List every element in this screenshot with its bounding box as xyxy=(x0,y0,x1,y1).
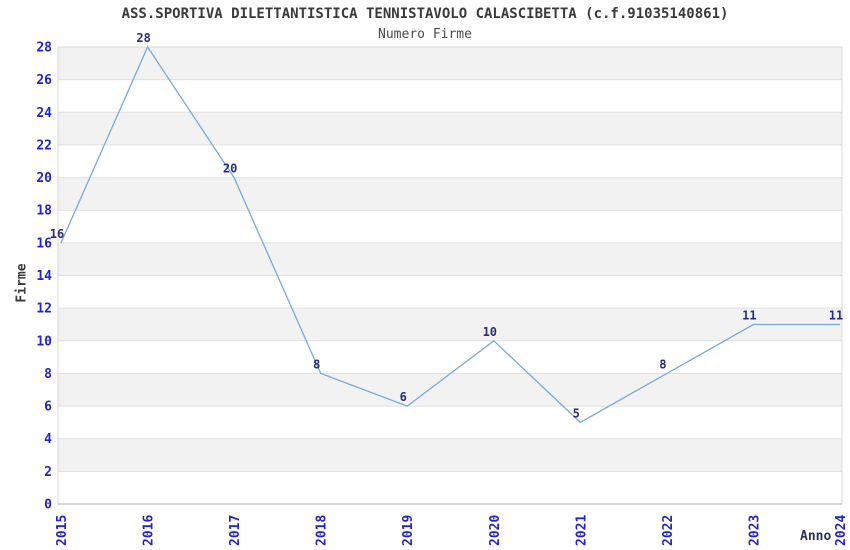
y-tick-label: 16 xyxy=(36,236,52,251)
data-point-label: 16 xyxy=(50,227,64,241)
plot-band xyxy=(58,438,842,472)
y-tick-label: 10 xyxy=(36,334,52,349)
data-point-label: 6 xyxy=(400,390,407,404)
data-point-label: 10 xyxy=(483,325,497,339)
x-tick-label: 2020 xyxy=(488,515,503,546)
plot-band xyxy=(58,112,842,145)
y-tick-label: 4 xyxy=(44,432,52,447)
data-point-label: 11 xyxy=(742,309,756,323)
x-tick-label: 2016 xyxy=(142,515,157,546)
data-point-label: 5 xyxy=(573,406,580,420)
y-tick-label: 0 xyxy=(44,498,52,513)
x-tick-label: 2024 xyxy=(834,515,849,546)
x-tick-label: 2022 xyxy=(661,515,676,546)
x-tick-label: 2015 xyxy=(55,515,70,546)
data-point-label: 20 xyxy=(223,162,237,176)
x-axis-title: Anno xyxy=(800,529,832,544)
y-tick-label: 6 xyxy=(44,400,52,415)
plot-band xyxy=(58,47,842,80)
y-tick-label: 24 xyxy=(36,106,52,121)
y-tick-label: 14 xyxy=(36,269,52,284)
y-tick-label: 18 xyxy=(36,204,52,219)
data-point-label: 8 xyxy=(659,357,666,371)
data-point-label: 28 xyxy=(136,31,150,45)
y-tick-label: 20 xyxy=(36,171,52,186)
y-tick-label: 12 xyxy=(36,302,52,317)
data-point-label: 8 xyxy=(313,357,320,371)
x-tick-label: 2023 xyxy=(747,515,762,546)
x-tick-label: 2021 xyxy=(574,515,589,546)
x-tick-label: 2018 xyxy=(315,515,330,546)
x-tick-label: 2019 xyxy=(401,515,416,546)
plot-band xyxy=(58,373,842,407)
chart-title: ASS.SPORTIVA DILETTANTISTICA TENNISTAVOL… xyxy=(121,6,729,22)
line-series xyxy=(60,45,840,424)
y-tick-label: 22 xyxy=(36,138,52,153)
plot-band xyxy=(58,242,842,276)
chart-subtitle: Numero Firme xyxy=(378,27,472,42)
y-tick-label: 8 xyxy=(44,367,52,382)
y-tick-label: 26 xyxy=(36,73,52,88)
plot-band xyxy=(58,308,842,341)
y-tick-label: 2 xyxy=(44,465,52,480)
data-point-label: 11 xyxy=(829,309,843,323)
x-tick-label: 2017 xyxy=(228,515,243,546)
y-tick-label: 28 xyxy=(36,41,52,56)
plot-band xyxy=(58,177,842,211)
